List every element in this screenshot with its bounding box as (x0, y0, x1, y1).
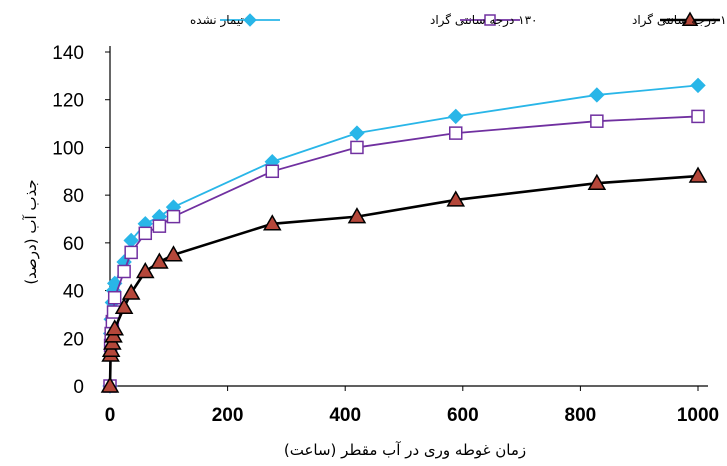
data-point (107, 290, 122, 305)
series-1 (102, 77, 706, 394)
data-point (262, 214, 282, 231)
data-point (124, 245, 138, 260)
y-tick-label: 100 (52, 138, 84, 159)
data-point (114, 297, 134, 315)
y-tick-label: 80 (63, 186, 84, 207)
data-point (243, 13, 257, 27)
data-point (150, 252, 169, 269)
legend-label: ۱۵۰ درجه سانتی گراد (632, 13, 727, 28)
data-point (688, 166, 708, 183)
data-point (448, 108, 464, 125)
data-point (590, 114, 604, 128)
y-tick-label: 60 (63, 234, 84, 255)
series-line (109, 84, 699, 387)
y-axis-title: جذب آب (درصد) (22, 179, 40, 284)
legend-item: تیمار نشده (190, 13, 280, 28)
data-point (265, 164, 280, 179)
x-tick-label: 800 (565, 405, 597, 426)
data-point (164, 245, 183, 262)
data-point (691, 109, 705, 124)
data-point (166, 209, 181, 224)
data-point (587, 173, 607, 190)
legend: تیمار نشده ۱۳۰ درجه سانتی گراد ۱۵۰ درجه سا… (190, 11, 727, 28)
legend-label: تیمار نشده (190, 13, 244, 28)
data-point (152, 219, 167, 233)
data-point (448, 126, 463, 140)
legend-label: ۱۳۰ درجه سانتی گراد (430, 13, 537, 28)
series-3 (100, 166, 708, 393)
tick-labels: 0 20 40 60 80 100 120 140 0 200 400 600 800 1000 (52, 43, 719, 426)
x-tick-label: 400 (329, 405, 361, 426)
data-point (681, 11, 699, 26)
x-tick-label: 200 (212, 405, 244, 426)
data-point (100, 376, 120, 393)
x-tick-label: 1000 (677, 405, 719, 426)
series-line (109, 115, 699, 387)
y-tick-label: 40 (63, 282, 84, 303)
y-tick-label: 140 (52, 43, 84, 64)
data-point (349, 125, 365, 141)
y-tick-label: 120 (52, 91, 84, 112)
data-point (350, 140, 364, 155)
data-point (138, 226, 153, 241)
data-point (121, 283, 141, 300)
x-axis-title: زمان غوطه وری در آب مقطر (ساعت) (284, 441, 526, 459)
data-point (446, 190, 466, 207)
data-point (589, 87, 605, 103)
y-tick-label: 20 (63, 329, 84, 350)
series-2 (103, 109, 705, 393)
data-point (135, 261, 155, 279)
axes (104, 46, 708, 392)
x-tick-label: 0 (105, 405, 116, 426)
data-point (117, 264, 131, 279)
data-point (690, 77, 706, 94)
x-tick-label: 600 (447, 405, 479, 426)
series-line (108, 174, 699, 387)
series-layer (100, 77, 708, 394)
legend-item: ۱۵۰ درجه سانتی گراد (632, 11, 727, 28)
legend-item: ۱۳۰ درجه سانتی گراد (430, 13, 537, 28)
data-point (105, 319, 124, 336)
data-point (484, 14, 496, 26)
y-tick-label: 0 (73, 377, 84, 398)
data-point (347, 207, 367, 224)
